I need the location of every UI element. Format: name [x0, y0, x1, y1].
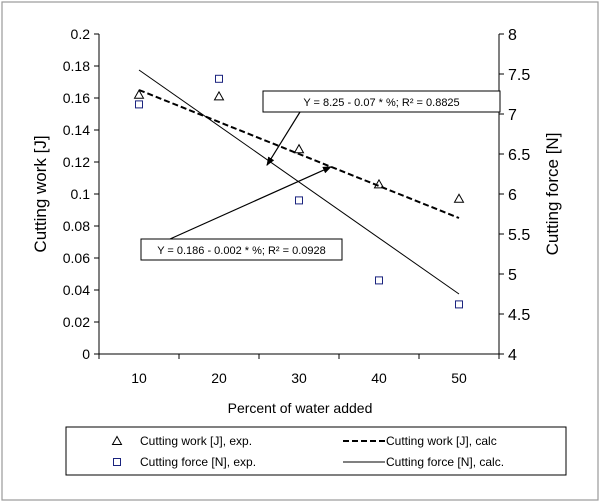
equation-annotation: Y = 0.186 - 0.002 * %; R² = 0.0928 — [140, 166, 343, 261]
x-tick-label: 50 — [451, 370, 467, 386]
work-exp-point — [293, 143, 305, 154]
y-right-tick-label: 4.5 — [508, 307, 530, 324]
axes: 0 0.02 0.04 0.06 0.08 0.1 0.12 0.14 0.16 0.18 0.2 4… — [31, 26, 562, 416]
force-exp-point — [135, 100, 143, 109]
y-right-tick-label: 5 — [508, 267, 517, 284]
legend-label: Cutting work [J], exp. — [140, 434, 252, 448]
y-left-tick-label: 0.02 — [63, 314, 90, 330]
work-calc-line — [138, 89, 460, 219]
y-left-tick-label: 0 — [82, 346, 90, 362]
annotation-box — [140, 238, 343, 261]
force-calc-line — [138, 69, 460, 295]
work-exp-point — [373, 178, 385, 189]
legend-label: Cutting force [N], calc. — [386, 455, 504, 469]
x-tick-label: 10 — [131, 370, 147, 386]
legend-item: Cutting work [J], exp. — [111, 434, 252, 448]
y-right-tick-label: 7.5 — [508, 67, 530, 84]
force-exp-point — [375, 276, 383, 285]
x-tick-label: 40 — [371, 370, 387, 386]
annotation-arrow — [266, 111, 301, 167]
y-right-tick-label: 6.5 — [508, 147, 530, 164]
annotation-text: Y = 8.25 - 0.07 * %; R² = 0.8825 — [303, 97, 459, 109]
work-exp-point — [213, 90, 225, 101]
legend-item: Cutting force [N], exp. — [113, 455, 256, 469]
annotations: Y = 8.25 - 0.07 * %; R² = 0.8825 Y = 0.18… — [140, 90, 501, 261]
legend-item: Cutting work [J], calc — [343, 434, 497, 448]
annotation-box — [262, 90, 501, 113]
y-left-tick-label: 0.14 — [63, 122, 90, 138]
legend-label: Cutting force [N], exp. — [140, 455, 256, 469]
data-marks — [133, 69, 465, 309]
legend-triangle-marker — [111, 435, 123, 445]
y-right-tick-label: 4 — [508, 347, 517, 364]
y-axis-left-label: Cutting work [J] — [31, 135, 50, 252]
y-axis-right-label: Cutting force [N] — [543, 133, 562, 256]
x-tick-label: 30 — [291, 370, 307, 386]
annotation-text: Y = 0.186 - 0.002 * %; R² = 0.0928 — [157, 245, 326, 257]
work-exp-point — [453, 193, 465, 203]
y-right-tick-label: 6 — [508, 187, 517, 204]
y-left-tick-label: 0.12 — [63, 154, 90, 170]
force-exp-point — [455, 300, 463, 309]
legend-box — [65, 426, 567, 476]
legend-square-marker — [113, 458, 121, 466]
y-left-tick-label: 0.04 — [63, 282, 90, 298]
equation-annotation: Y = 8.25 - 0.07 * %; R² = 0.8825 — [262, 90, 501, 167]
legend: Cutting work [J], exp. Cutting force [N],… — [65, 426, 567, 476]
force-exp-point — [295, 196, 303, 205]
y-left-tick-label: 0.2 — [71, 26, 91, 42]
legend-item: Cutting force [N], calc. — [343, 455, 504, 469]
y-left-tick-label: 0.16 — [63, 90, 90, 106]
x-axis-label: Percent of water added — [228, 400, 373, 416]
y-left-tick-label: 0.08 — [63, 218, 90, 234]
y-right-tick-label: 7 — [508, 107, 517, 124]
y-left-tick-label: 0.06 — [63, 250, 90, 266]
y-left-tick-label: 0.1 — [71, 186, 91, 202]
y-left-tick-label: 0.18 — [63, 58, 90, 74]
work-exp-point — [133, 89, 145, 99]
x-tick-label: 20 — [211, 370, 227, 386]
legend-label: Cutting work [J], calc — [386, 434, 497, 448]
y-right-tick-label: 8 — [508, 27, 517, 44]
annotation-arrow — [169, 166, 332, 240]
y-right-tick-label: 5.5 — [508, 227, 530, 244]
force-exp-point — [215, 74, 223, 83]
